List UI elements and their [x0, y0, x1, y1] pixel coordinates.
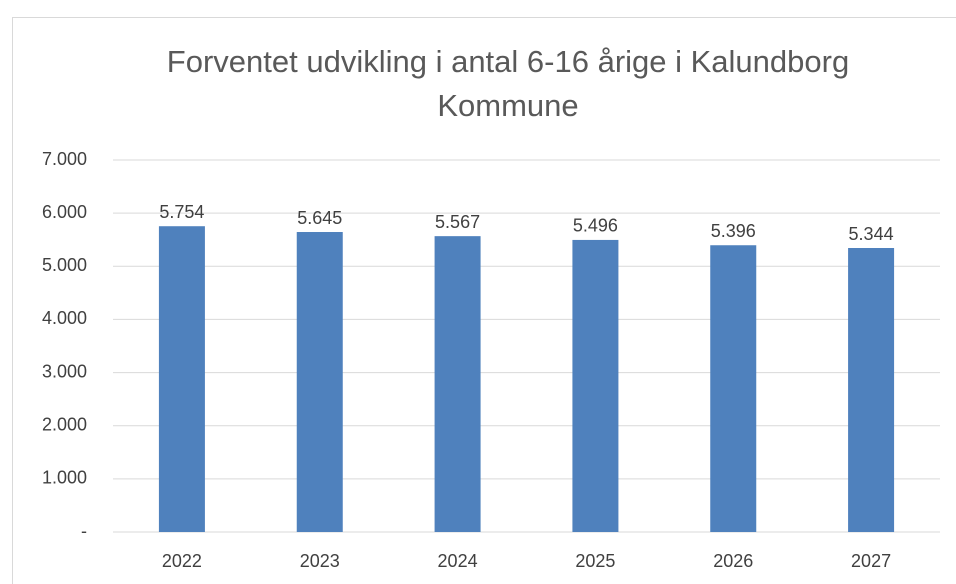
x-tick-label: 2023: [300, 551, 340, 571]
y-tick-label: 6.000: [42, 202, 87, 222]
bar: [158, 226, 205, 532]
bar: [848, 248, 895, 532]
chart-border: [12, 17, 956, 584]
x-tick-label: 2025: [575, 551, 615, 571]
y-tick-label: 4.000: [42, 308, 87, 328]
y-tick-label: 5.000: [42, 255, 87, 275]
bar: [434, 236, 481, 532]
bar: [296, 232, 343, 532]
y-tick-label: 7.000: [42, 149, 87, 169]
data-label: 5.645: [297, 208, 342, 228]
y-tick-label: 3.000: [42, 361, 87, 381]
x-tick-label: 2022: [162, 551, 202, 571]
y-tick-label: 1.000: [42, 468, 87, 488]
y-tick-label: -: [81, 521, 87, 541]
data-label: 5.496: [573, 216, 618, 236]
x-tick-label: 2024: [438, 551, 478, 571]
bar: [572, 239, 619, 532]
data-label: 5.567: [435, 212, 480, 232]
y-tick-label: 2.000: [42, 414, 87, 434]
data-label: 5.344: [849, 224, 894, 244]
bar: [710, 245, 757, 532]
data-label: 5.396: [711, 221, 756, 241]
data-label: 5.754: [159, 202, 204, 222]
x-tick-label: 2027: [851, 551, 891, 571]
x-tick-label: 2026: [713, 551, 753, 571]
chart-title: Forventet udvikling i antal 6-16 årige i…: [166, 44, 850, 123]
